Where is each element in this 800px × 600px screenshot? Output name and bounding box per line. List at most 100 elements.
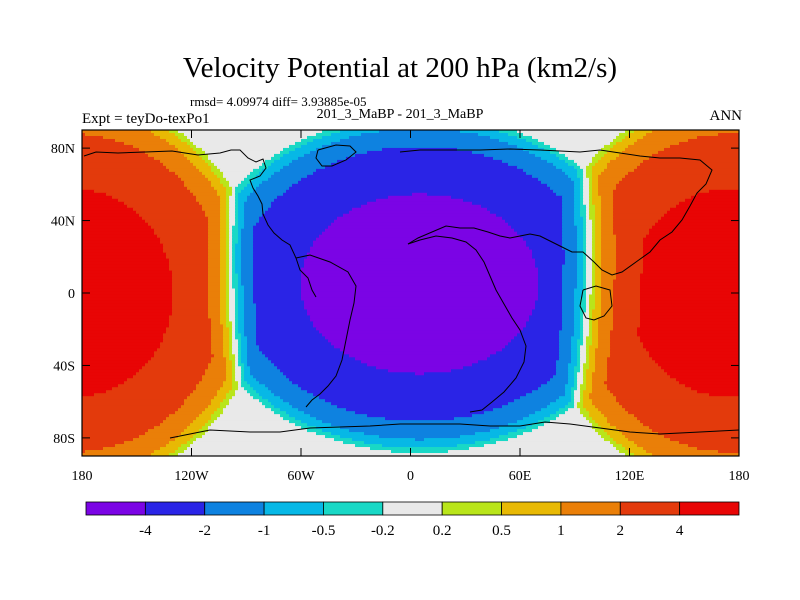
contour-cell xyxy=(223,399,230,403)
contour-cell xyxy=(244,387,254,391)
contour-cell xyxy=(586,258,593,263)
contour-cell xyxy=(613,228,650,233)
contour-cell xyxy=(82,360,149,364)
coastlines xyxy=(83,144,739,439)
contour-cell xyxy=(592,423,599,427)
contour-cell xyxy=(598,342,611,346)
contour-cell xyxy=(514,399,557,403)
contour-cell xyxy=(190,393,218,397)
colorbar-swatch xyxy=(85,501,146,516)
colorbar-label: -1 xyxy=(258,523,271,539)
contour-cell xyxy=(601,231,614,236)
contour-cell xyxy=(82,354,155,358)
contour-cell xyxy=(208,267,221,272)
contour-cell xyxy=(292,183,548,188)
contour-cell xyxy=(82,435,140,439)
contour-cell xyxy=(316,417,386,421)
contour-cell xyxy=(589,300,596,305)
contour-cell xyxy=(208,216,221,221)
contour-cell xyxy=(517,429,533,433)
contour-cell xyxy=(601,210,614,215)
contour-cell xyxy=(472,201,563,206)
contour-cell xyxy=(124,201,200,206)
contour-cell xyxy=(232,240,239,245)
contour-cell xyxy=(592,387,608,391)
contour-cell xyxy=(595,273,602,278)
contour-cell xyxy=(583,333,590,337)
contour-cell xyxy=(163,420,194,424)
contour-cell xyxy=(589,192,593,197)
contour-cell xyxy=(574,294,584,299)
contour-cell xyxy=(499,130,518,134)
contour-cell xyxy=(196,417,212,421)
contour-cell xyxy=(676,378,739,382)
contour-cell xyxy=(586,210,590,215)
contour-cell xyxy=(601,303,614,308)
contour-cell xyxy=(637,138,689,143)
contour-cell xyxy=(610,348,647,352)
contour-cell xyxy=(229,351,233,355)
contour-cell xyxy=(220,195,227,200)
contour-cell xyxy=(592,261,596,266)
contour-cell xyxy=(82,201,125,206)
contour-cell xyxy=(592,273,596,278)
contour-cell xyxy=(253,168,263,173)
contour-cell xyxy=(244,201,272,206)
colorbar-label: 4 xyxy=(676,523,684,539)
contour-cell xyxy=(82,153,149,158)
contour-cell xyxy=(205,423,212,427)
contour-cell xyxy=(580,360,587,364)
contour-cell xyxy=(208,366,227,370)
contour-cell xyxy=(235,354,239,358)
contour-cell xyxy=(136,372,206,376)
contour-cell xyxy=(208,240,221,245)
contour-cell xyxy=(643,243,739,248)
contour-cell xyxy=(166,327,212,331)
contour-cell xyxy=(589,348,596,352)
contour-cell xyxy=(256,330,320,334)
contour-cell xyxy=(601,435,611,439)
contour-cell xyxy=(580,204,587,209)
contour-cell xyxy=(223,174,248,179)
contour-cell xyxy=(82,195,113,200)
contour-cell xyxy=(166,417,197,421)
contour-cell xyxy=(592,321,599,326)
contour-cell xyxy=(202,426,209,430)
contour-cell xyxy=(448,450,620,454)
contour-cell xyxy=(82,294,173,299)
contour-cell xyxy=(616,267,644,272)
contour-cell xyxy=(508,432,524,436)
contour-cell xyxy=(583,258,587,263)
contour-cell xyxy=(577,261,584,266)
contour-cell xyxy=(349,135,491,140)
contour-cell xyxy=(82,138,116,143)
contour-cell xyxy=(331,402,509,406)
contour-cell xyxy=(559,336,572,340)
contour-cell xyxy=(82,411,176,415)
contour-cell xyxy=(646,234,739,239)
contour-cell xyxy=(220,306,227,311)
contour-cell xyxy=(232,360,236,364)
contour-cell xyxy=(634,453,653,456)
contour-cell xyxy=(574,399,581,403)
contour-cell xyxy=(613,210,668,215)
contour-cell xyxy=(169,315,209,320)
contour-cell xyxy=(586,225,593,230)
contour-cell xyxy=(460,435,500,439)
contour-cell xyxy=(640,309,739,314)
contour-cell xyxy=(574,189,581,194)
contour-cell xyxy=(601,237,617,242)
contour-cell xyxy=(586,168,593,173)
contour-cell xyxy=(235,264,242,269)
contour-cell xyxy=(523,132,620,137)
contour-cell xyxy=(640,162,739,167)
contour-cell xyxy=(559,339,572,343)
contour-cell xyxy=(196,384,224,388)
contour-cell xyxy=(82,396,188,400)
contour-cell xyxy=(310,315,530,320)
contour-cell xyxy=(346,408,494,412)
contour-cell xyxy=(82,291,173,296)
contour-cell xyxy=(226,315,230,320)
contour-cell xyxy=(574,297,581,302)
contour-cell xyxy=(571,354,578,358)
